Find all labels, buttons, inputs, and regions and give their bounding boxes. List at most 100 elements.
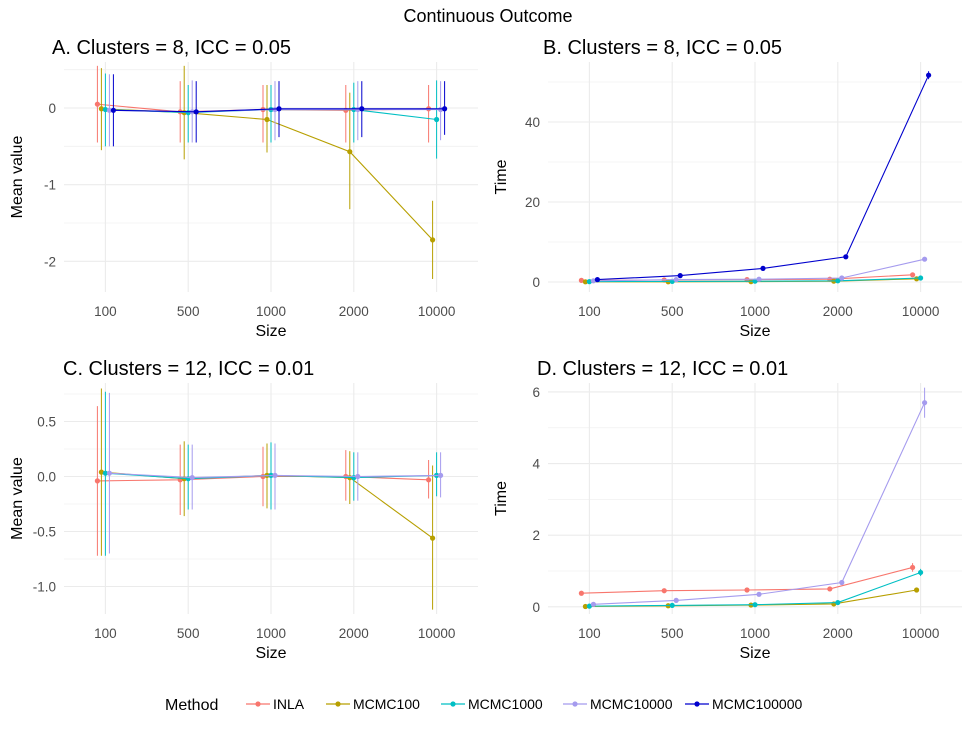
data-point xyxy=(752,602,758,608)
x-tick-label: 2000 xyxy=(339,304,369,319)
data-point xyxy=(94,478,100,484)
x-tick-label: 2000 xyxy=(823,304,853,319)
x-tick-label: 1000 xyxy=(740,626,770,641)
data-point xyxy=(426,477,432,483)
legend-key-point xyxy=(335,701,341,707)
data-point xyxy=(102,106,108,113)
y-tick-label: 40 xyxy=(525,115,540,130)
data-point xyxy=(347,149,353,155)
data-point xyxy=(578,277,585,283)
legend-item-mcmc10000: MCMC10000 xyxy=(563,696,673,712)
y-tick-label: 6 xyxy=(532,385,540,400)
x-tick-label: 10000 xyxy=(902,304,940,319)
data-point xyxy=(843,254,849,260)
data-point xyxy=(355,473,361,480)
series-mcmc10000 xyxy=(590,256,928,284)
legend-label: MCMC100 xyxy=(353,696,420,712)
data-point xyxy=(922,400,928,406)
y-tick-label: 2 xyxy=(532,528,540,543)
data-point xyxy=(835,599,841,606)
legend-item-inla: INLA xyxy=(246,696,305,712)
x-tick-label: 100 xyxy=(94,304,117,319)
legend-key-point xyxy=(694,701,700,707)
data-point xyxy=(839,275,845,281)
series-line xyxy=(593,402,926,605)
data-point xyxy=(744,587,750,593)
x-tick-label: 100 xyxy=(578,304,601,319)
data-point xyxy=(677,273,683,279)
series-mcmc10000 xyxy=(106,392,444,554)
data-point xyxy=(918,275,924,281)
y-tick-label: 4 xyxy=(532,457,540,472)
legend-key-point xyxy=(450,701,456,707)
data-point xyxy=(590,601,597,607)
figure-title: Continuous Outcome xyxy=(403,6,572,26)
data-point xyxy=(359,106,365,112)
panel-title: A. Clusters = 8, ICC = 0.05 xyxy=(52,37,291,59)
series-line xyxy=(597,74,930,281)
x-tick-label: 2000 xyxy=(339,626,369,641)
y-tick-label: 0 xyxy=(532,600,540,615)
x-axis-title: Size xyxy=(739,645,770,662)
data-point xyxy=(98,106,104,112)
data-point xyxy=(910,564,916,571)
data-point xyxy=(264,116,270,123)
data-point xyxy=(926,72,932,78)
data-point xyxy=(276,106,282,112)
series-mcmc10000 xyxy=(106,74,444,147)
x-tick-label: 500 xyxy=(661,626,684,641)
data-point xyxy=(918,569,924,576)
data-point xyxy=(835,278,841,284)
series-mcmc100 xyxy=(98,65,436,279)
panel-title: B. Clusters = 8, ICC = 0.05 xyxy=(543,37,782,59)
y-axis-title: Mean value xyxy=(9,457,26,540)
y-axis-title: Time xyxy=(493,159,510,194)
x-tick-label: 1000 xyxy=(256,626,286,641)
data-point xyxy=(430,535,436,541)
x-tick-label: 10000 xyxy=(418,304,456,319)
x-tick-label: 1000 xyxy=(256,304,286,319)
y-axis-title: Time xyxy=(493,481,510,516)
legend-item-mcmc100: MCMC100 xyxy=(326,696,420,712)
data-point xyxy=(661,588,667,594)
data-point xyxy=(922,256,928,262)
legend-item-mcmc100000: MCMC100000 xyxy=(685,696,802,712)
data-point xyxy=(594,277,601,283)
data-point xyxy=(590,278,597,284)
x-tick-label: 2000 xyxy=(823,626,853,641)
legend-key-point xyxy=(255,701,261,707)
data-point xyxy=(578,590,585,596)
data-point xyxy=(442,106,448,112)
legend-label: MCMC100000 xyxy=(712,696,802,712)
series-inla xyxy=(578,563,916,596)
x-axis-title: Size xyxy=(255,323,286,340)
x-tick-label: 100 xyxy=(94,626,117,641)
data-point xyxy=(582,279,589,285)
data-point xyxy=(272,106,278,113)
data-point xyxy=(434,116,440,123)
data-point xyxy=(669,602,675,609)
x-tick-label: 500 xyxy=(177,304,200,319)
y-tick-label: -1.0 xyxy=(33,580,56,595)
series-mcmc100000 xyxy=(594,71,932,283)
legend: Method INLA MCMC100 MCMC1000 MCMC10000 MCMC1… xyxy=(165,696,802,714)
data-point xyxy=(272,472,278,478)
data-point xyxy=(94,101,100,107)
x-tick-label: 1000 xyxy=(740,304,770,319)
data-point xyxy=(98,469,104,475)
panel-a: 0 -1 -2 100 500 1000 2000 10000 A. Clusters = 8,… xyxy=(9,37,478,340)
data-point xyxy=(827,586,833,592)
data-point xyxy=(839,579,845,586)
panel-title: C. Clusters = 12, ICC = 0.01 xyxy=(63,358,314,380)
x-axis-title: Size xyxy=(255,645,286,662)
series-inla xyxy=(94,65,432,143)
series-inla xyxy=(94,406,432,556)
legend-label: MCMC10000 xyxy=(590,696,673,712)
legend-label: INLA xyxy=(273,696,305,712)
x-tick-label: 10000 xyxy=(902,626,940,641)
y-tick-label: -1 xyxy=(44,178,56,193)
data-point xyxy=(586,603,593,609)
y-tick-label: 0 xyxy=(532,275,540,290)
